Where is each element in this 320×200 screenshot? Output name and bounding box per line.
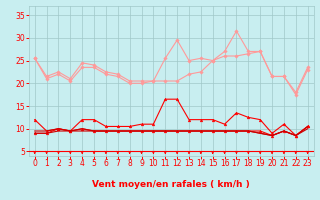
X-axis label: Vent moyen/en rafales ( km/h ): Vent moyen/en rafales ( km/h ) (92, 180, 250, 189)
